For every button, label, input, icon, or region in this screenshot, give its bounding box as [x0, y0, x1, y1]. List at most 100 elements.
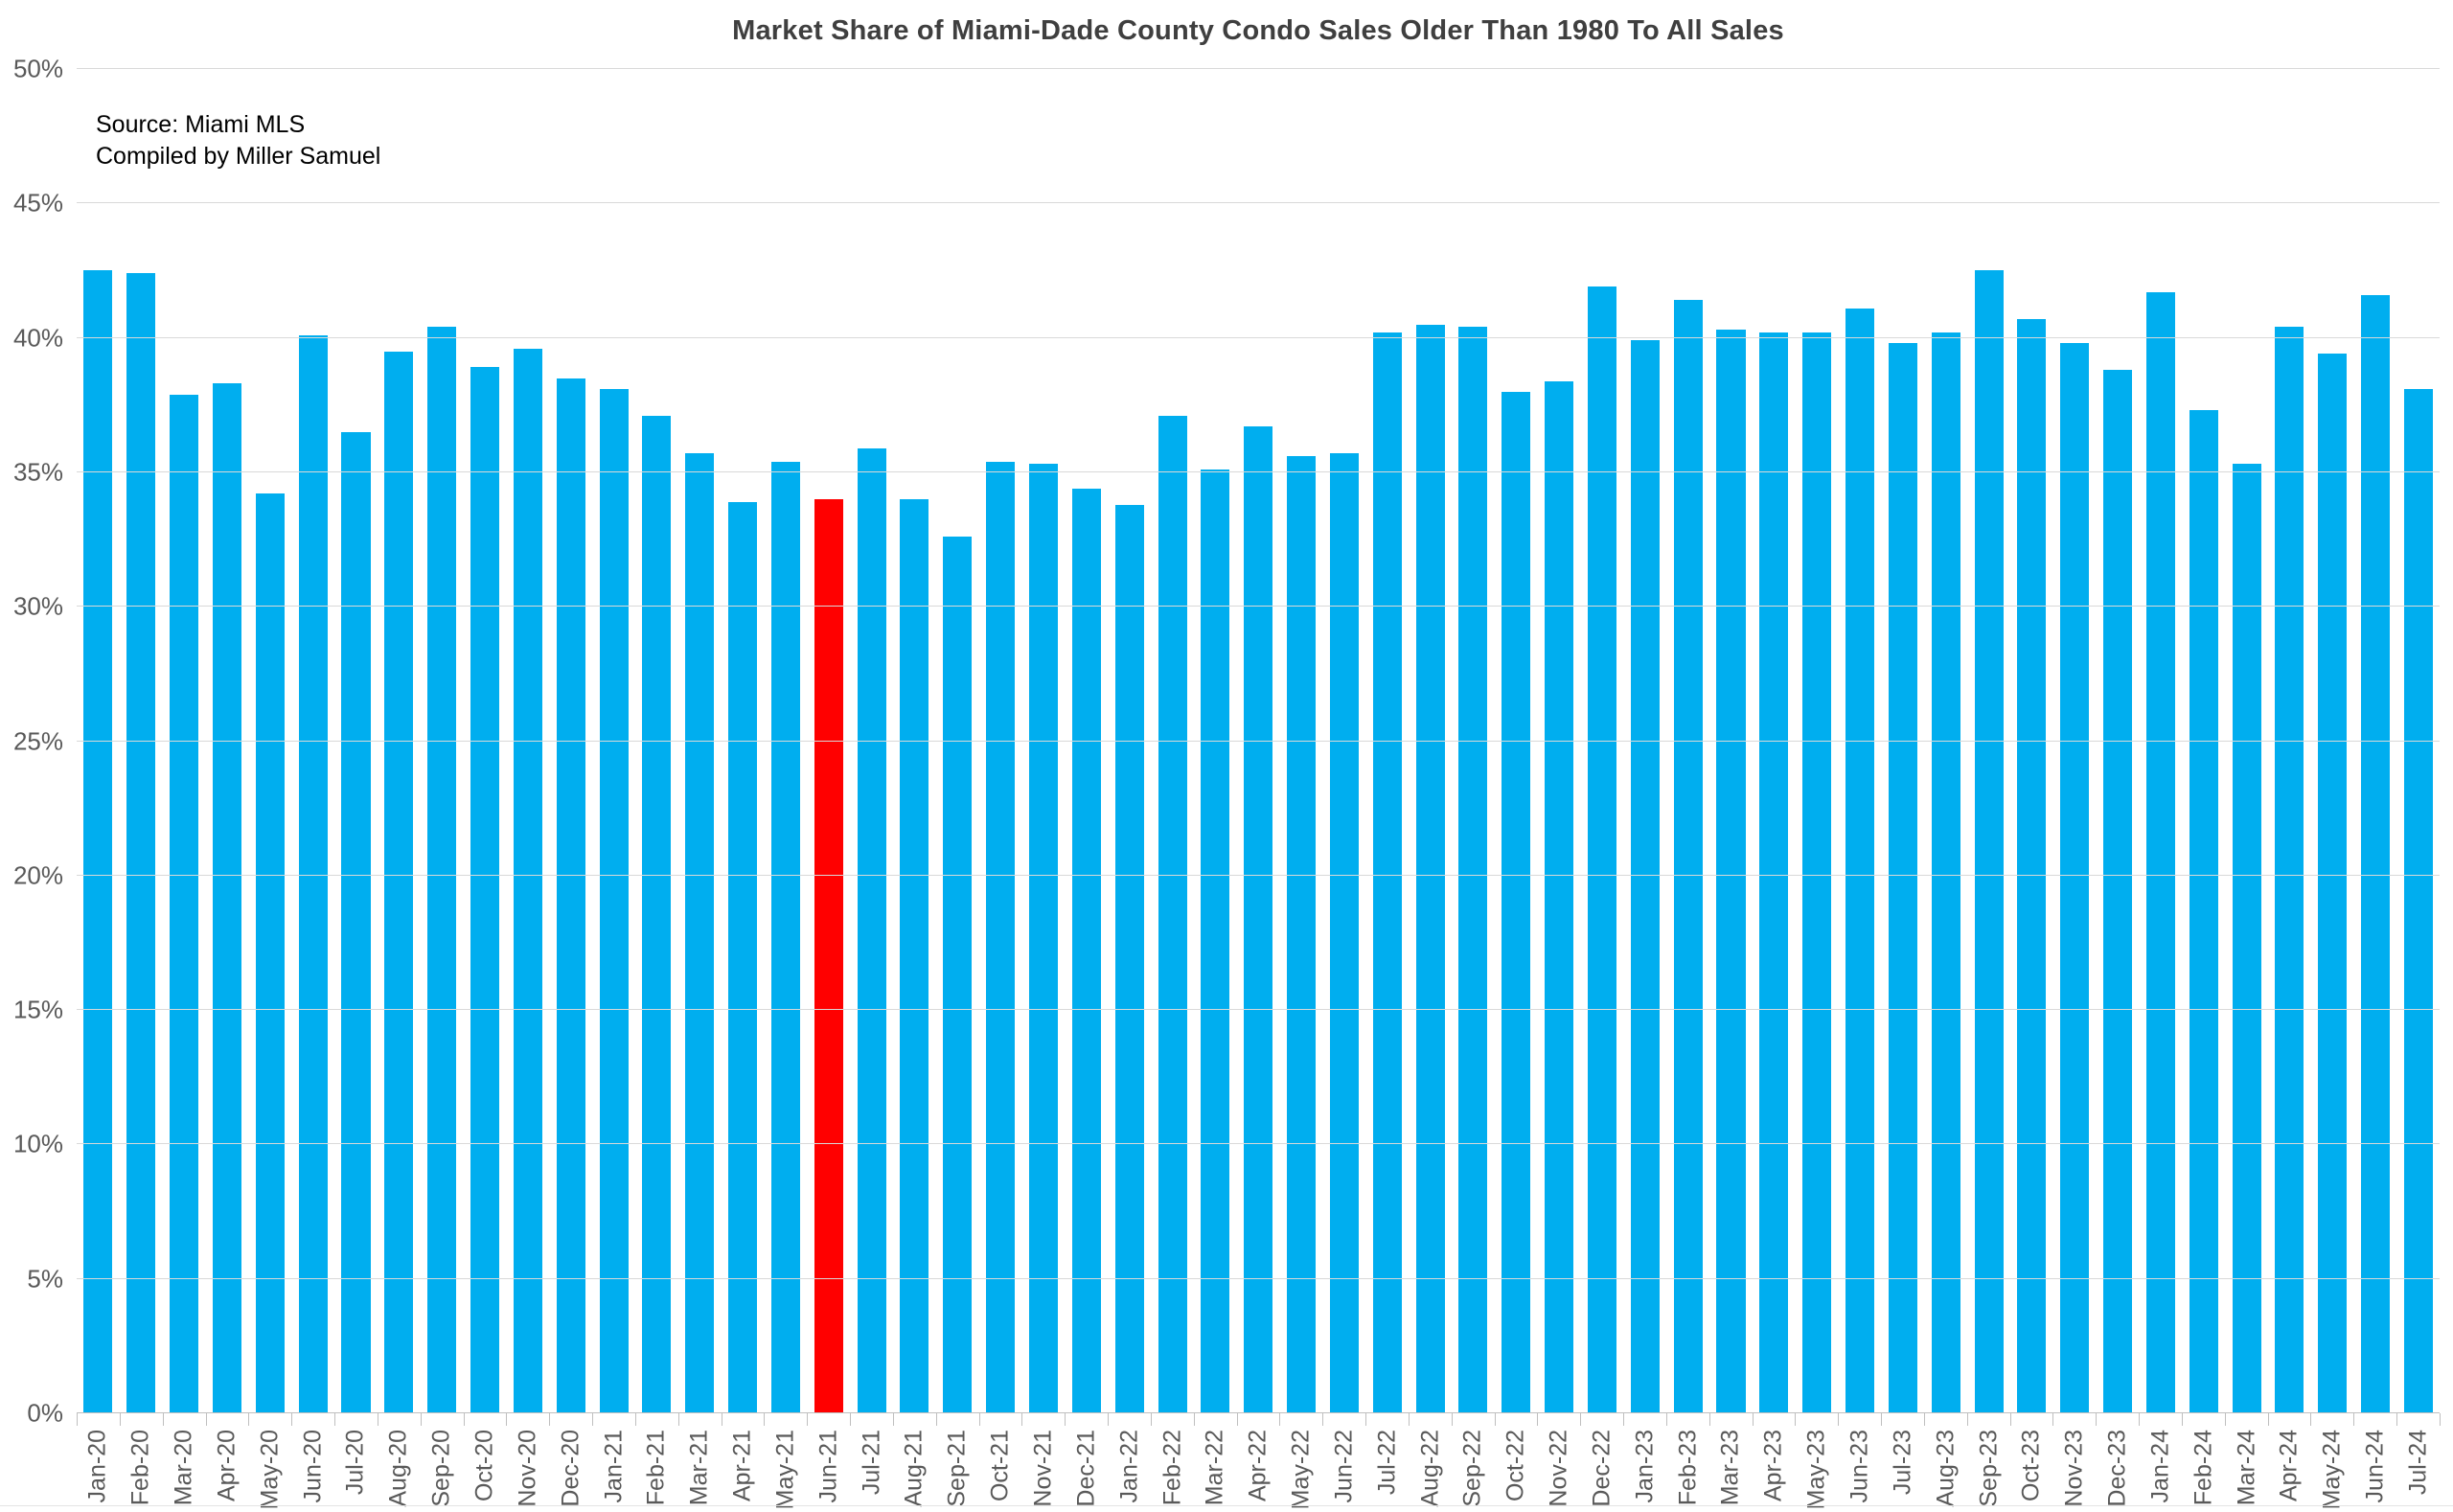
bar — [599, 388, 629, 1413]
x-label-cell: Jan-21 — [592, 1430, 635, 1512]
x-axis-label: Feb-23 — [1674, 1430, 1702, 1506]
bar — [1329, 453, 1359, 1413]
bar-cell — [1452, 69, 1495, 1413]
x-axis-label: Feb-22 — [1158, 1430, 1186, 1506]
gridline — [77, 874, 2440, 876]
x-label-cell: Aug-20 — [378, 1430, 421, 1512]
x-axis-ticks — [77, 1413, 2441, 1426]
x-axis-label: Jan-23 — [1631, 1430, 1659, 1503]
x-tick — [2353, 1413, 2355, 1426]
x-label-cell: Jul-21 — [850, 1430, 893, 1512]
bar-cell — [722, 69, 765, 1413]
x-label-cell: May-20 — [248, 1430, 291, 1512]
x-tick — [1108, 1413, 1110, 1426]
x-label-cell: Aug-21 — [893, 1430, 936, 1512]
x-label-cell: Jun-21 — [807, 1430, 850, 1512]
x-tick — [935, 1413, 937, 1426]
x-tick — [592, 1413, 594, 1426]
x-axis-label: Jan-22 — [1115, 1430, 1143, 1503]
bar — [857, 447, 886, 1413]
plot-area — [77, 68, 2440, 1413]
bar-cell — [1538, 69, 1581, 1413]
x-axis-label: Jan-20 — [83, 1430, 111, 1503]
bar — [1931, 332, 1960, 1413]
bar-cell — [1924, 69, 1967, 1413]
bar-cell — [1022, 69, 1066, 1413]
x-tick — [77, 1413, 78, 1426]
x-label-cell: Jul-20 — [334, 1430, 378, 1512]
bar-cell — [1194, 69, 1237, 1413]
x-axis-line — [77, 1412, 2440, 1413]
x-label-cell: May-24 — [2311, 1430, 2354, 1512]
x-label-cell: Jul-24 — [2397, 1430, 2441, 1512]
x-tick — [978, 1413, 980, 1426]
x-axis-label: Aug-22 — [1416, 1430, 1444, 1507]
x-tick — [2181, 1413, 2183, 1426]
bar — [2232, 464, 2261, 1413]
bar — [1974, 270, 2004, 1413]
x-axis-label: Jun-20 — [299, 1430, 327, 1503]
x-label-cell: Jan-22 — [1108, 1430, 1151, 1512]
x-label-cell: Jan-24 — [2140, 1430, 2183, 1512]
bar — [212, 383, 241, 1413]
bar — [1158, 415, 1187, 1413]
x-label-cell: Dec-21 — [1065, 1430, 1108, 1512]
x-axis-label: Apr-24 — [2275, 1430, 2303, 1502]
x-label-cell: Mar-20 — [163, 1430, 206, 1512]
bar-cell — [1839, 69, 1882, 1413]
x-label-cell: Mar-22 — [1194, 1430, 1237, 1512]
gridline — [77, 1143, 2440, 1145]
bar-cell — [421, 69, 464, 1413]
y-axis-label: 0% — [27, 1398, 63, 1428]
x-tick — [2009, 1413, 2011, 1426]
x-axis-label: Nov-22 — [1545, 1430, 1572, 1507]
x-label-cell: Jul-23 — [1881, 1430, 1924, 1512]
x-tick — [1838, 1413, 1840, 1426]
gridline — [77, 470, 2440, 472]
bar — [943, 537, 973, 1413]
x-axis-label: Jun-23 — [1845, 1430, 1873, 1503]
bar-cell — [1753, 69, 1796, 1413]
x-tick — [1665, 1413, 1667, 1426]
x-tick — [463, 1413, 465, 1426]
y-axis-label: 35% — [12, 457, 63, 487]
x-tick — [1365, 1413, 1367, 1426]
bar-cell — [592, 69, 635, 1413]
x-axis-label: Mar-20 — [170, 1430, 197, 1506]
y-axis-label: 50% — [12, 54, 63, 83]
x-tick — [291, 1413, 293, 1426]
x-label-cell: Mar-24 — [2225, 1430, 2268, 1512]
bar — [1201, 470, 1230, 1413]
x-tick — [1923, 1413, 1925, 1426]
x-label-cell: Apr-21 — [722, 1430, 765, 1512]
bar — [2403, 388, 2433, 1413]
bar-cell — [464, 69, 507, 1413]
bar — [470, 367, 500, 1413]
x-tick — [420, 1413, 422, 1426]
bar-cell — [1365, 69, 1409, 1413]
bar-cell — [1623, 69, 1666, 1413]
bar-cell — [378, 69, 421, 1413]
bar — [1759, 332, 1789, 1413]
x-tick — [1236, 1413, 1238, 1426]
x-axis-label: May-22 — [1287, 1430, 1315, 1510]
bar — [170, 394, 199, 1413]
x-label-cell: Feb-23 — [1666, 1430, 1709, 1512]
x-tick — [1408, 1413, 1410, 1426]
bar-cell — [334, 69, 378, 1413]
x-label-cell: Jan-20 — [77, 1430, 120, 1512]
x-axis-label: Jan-21 — [600, 1430, 628, 1503]
x-tick — [1021, 1413, 1023, 1426]
bar — [83, 270, 113, 1413]
x-tick — [2224, 1413, 2226, 1426]
x-tick — [2267, 1413, 2269, 1426]
bar — [2275, 327, 2304, 1413]
x-tick — [1193, 1413, 1195, 1426]
x-axis-label: Jan-24 — [2146, 1430, 2174, 1503]
bar — [2189, 410, 2218, 1413]
y-axis-label: 10% — [12, 1129, 63, 1158]
x-label-cell: Jun-23 — [1839, 1430, 1882, 1512]
x-axis-label: Feb-21 — [642, 1430, 670, 1506]
y-axis-label: 5% — [27, 1264, 63, 1294]
